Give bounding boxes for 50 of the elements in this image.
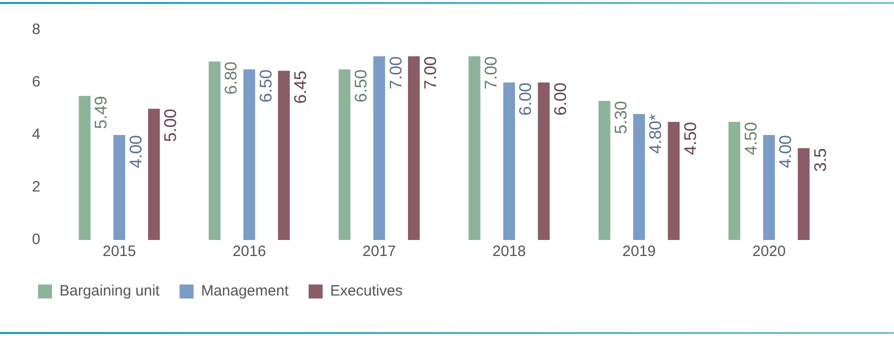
legend-label: Executives [330, 282, 403, 300]
bar [598, 100, 610, 240]
bar [338, 69, 350, 240]
data-label: 5.00 [161, 108, 180, 142]
bar [243, 69, 256, 240]
x-tick-label: 2015 [102, 243, 136, 260]
data-label: 4.80* [646, 114, 666, 154]
bar [278, 70, 290, 240]
data-label: 7.00 [420, 56, 440, 90]
bar [668, 122, 680, 240]
x-tick-label: 2017 [362, 243, 396, 260]
y-tick-label: 8 [32, 21, 40, 38]
bar [208, 62, 220, 240]
data-label: 5.30 [612, 100, 631, 134]
data-label: 6.00 [550, 82, 570, 116]
y-tick-label: 4 [32, 126, 40, 144]
x-tick-label: 2020 [752, 243, 786, 260]
bar [728, 122, 740, 240]
data-label: 6.45 [290, 70, 310, 104]
bar [633, 114, 645, 240]
data-label: 6.50 [352, 69, 371, 102]
bar [538, 82, 550, 240]
x-tick-label: 2016 [232, 243, 266, 260]
data-label: 6.80 [222, 62, 241, 95]
legend-label: Management [201, 282, 290, 300]
y-tick-label: 6 [32, 74, 40, 91]
bar [503, 82, 516, 240]
x-tick-label: 2018 [492, 243, 526, 260]
data-label: 4.00 [126, 135, 146, 168]
legend-label: Bargaining unit [60, 282, 160, 300]
data-label: 4.50 [741, 122, 760, 155]
data-label: 7.00 [482, 56, 501, 90]
bar [373, 56, 386, 240]
data-label: 3.5 [810, 148, 830, 172]
data-label: 5.49 [92, 96, 111, 129]
bar [113, 135, 126, 240]
data-label: 4.00 [776, 135, 796, 168]
bar [408, 56, 420, 240]
bar [798, 148, 810, 240]
bar [468, 56, 480, 240]
bar [148, 108, 160, 240]
y-tick-label: 0 [32, 231, 40, 248]
data-label: 4.50 [680, 122, 700, 155]
bar [763, 135, 775, 240]
x-tick-label: 2019 [622, 243, 656, 260]
data-label: 7.00 [386, 56, 406, 90]
bar [78, 96, 91, 240]
data-label: 6.50 [256, 69, 276, 102]
data-label: 6.00 [516, 82, 536, 116]
y-tick-label: 2 [32, 178, 40, 196]
